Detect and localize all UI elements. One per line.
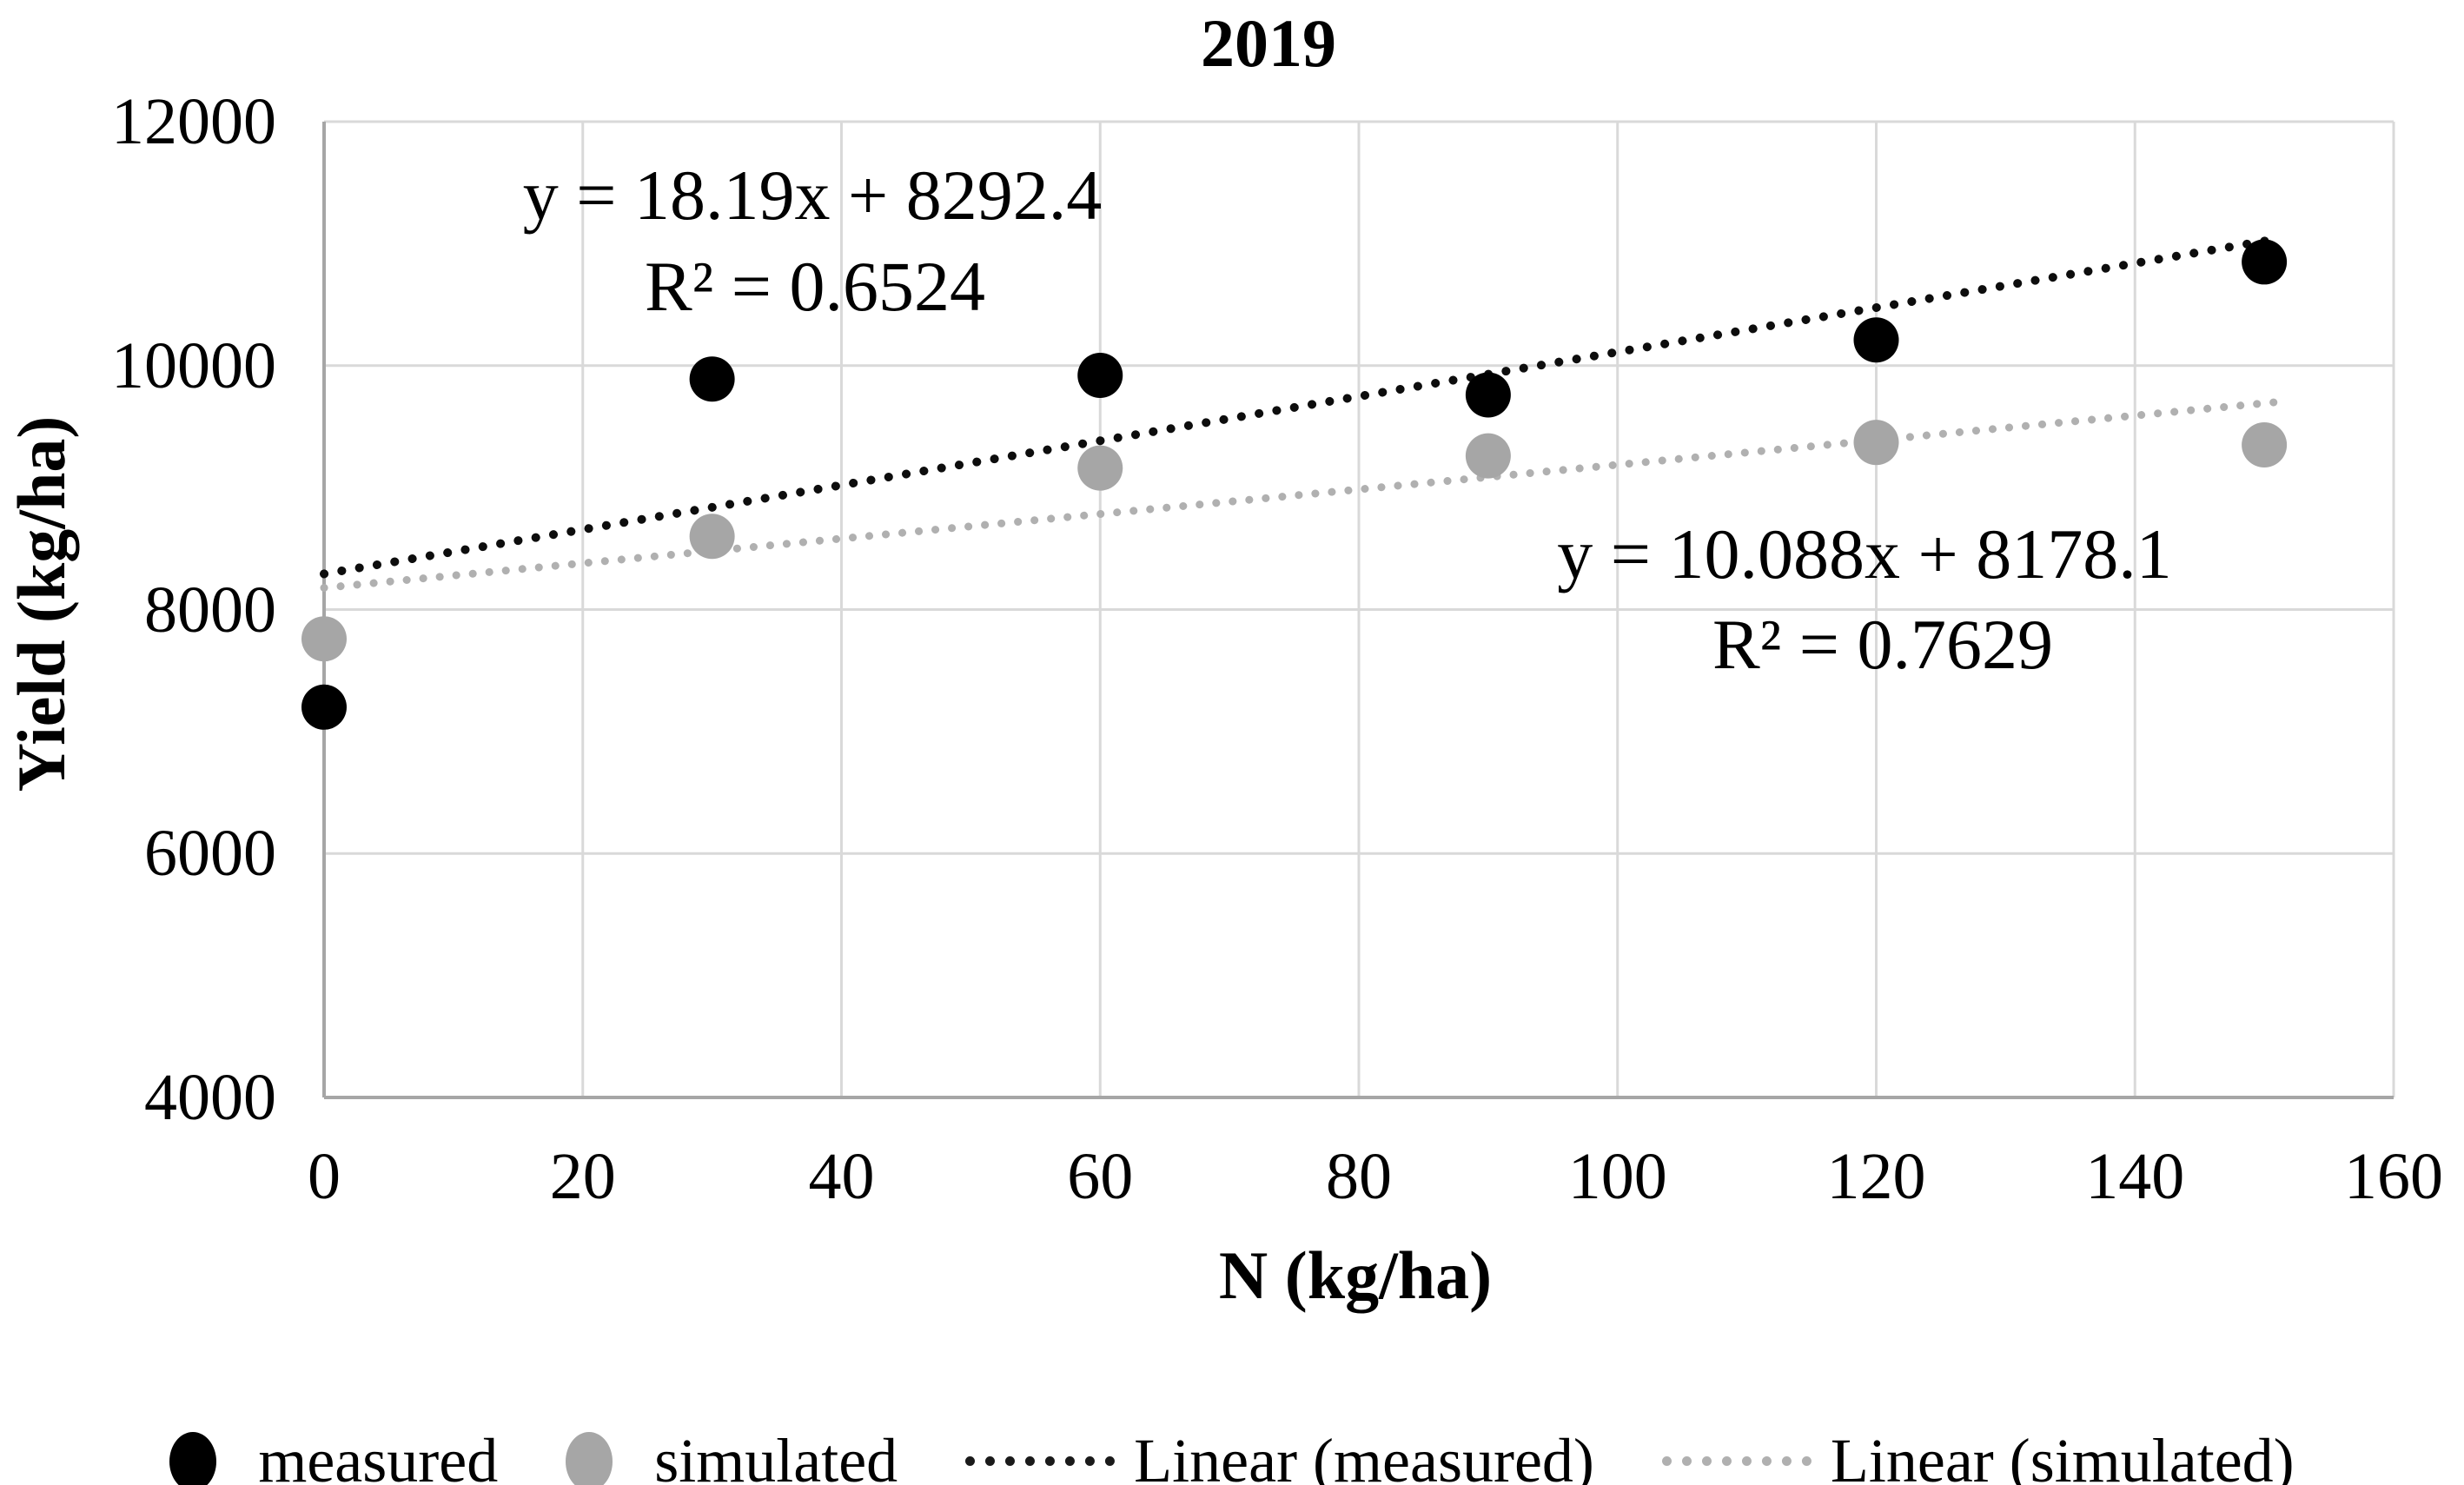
measured-data-point: [1077, 352, 1123, 398]
chart-legend: measured simulated Linear (measured) Linear…: [0, 1425, 2464, 1485]
measured-marker-dot-icon: [169, 1431, 217, 1485]
simulated-data-point: [1077, 445, 1123, 491]
x-tick-label: 60: [1067, 1140, 1134, 1213]
legend-item-label: simulated: [654, 1426, 898, 1485]
y-tick-label: 8000: [144, 573, 276, 646]
x-tick-label: 120: [1826, 1140, 1926, 1213]
x-tick-label: 20: [549, 1140, 616, 1213]
x-tick-label: 0: [308, 1140, 341, 1213]
measured-data-point: [2242, 239, 2288, 285]
legend-item-linear-simulated-: Linear (simulated): [1661, 1425, 2295, 1485]
measured-data-point: [689, 356, 735, 402]
simulated-trendline-equation: y = 10.088x + 8178.1: [1557, 514, 2172, 593]
simulated-data-point: [301, 616, 347, 662]
y-tick-label: 4000: [144, 1061, 276, 1134]
x-tick-label: 80: [1326, 1140, 1392, 1213]
legend-item-label: Linear (simulated): [1830, 1426, 2295, 1485]
x-tick-label: 100: [1567, 1140, 1667, 1213]
Linear (simulated)-marker-dotted-line-icon: [1661, 1456, 1812, 1466]
legend-item-label: Linear (measured): [1134, 1426, 1594, 1485]
simulated-trendline-r2: R² = 0.7629: [1712, 605, 2054, 684]
Linear (measured)-marker-dotted-line-icon: [965, 1456, 1116, 1466]
simulated-marker-dot-icon: [566, 1431, 613, 1485]
measured-trendline-equation: y = 18.19x + 8292.4: [522, 156, 1103, 235]
legend-item-measured: measured: [169, 1425, 498, 1485]
simulated-trendline: [320, 398, 2282, 592]
measured-data-point: [301, 684, 347, 730]
measured-trendline-r2: R² = 0.6524: [644, 247, 986, 326]
y-tick-label: 12000: [111, 85, 276, 158]
simulated-data-point: [689, 514, 735, 560]
measured-data-point: [1465, 372, 1511, 418]
chart-title: 2019: [1201, 5, 1336, 81]
y-tick-label: 10000: [111, 328, 276, 402]
legend-item-simulated: simulated: [566, 1425, 898, 1485]
x-tick-label: 160: [2344, 1140, 2443, 1213]
simulated-data-point: [1853, 420, 1899, 466]
x-tick-label: 40: [808, 1140, 875, 1213]
x-tick-label: 140: [2085, 1140, 2185, 1213]
legend-item-linear-measured-: Linear (measured): [965, 1425, 1594, 1485]
simulated-data-point: [2242, 421, 2288, 467]
legend-item-label: measured: [258, 1426, 499, 1485]
simulated-data-point: [1465, 433, 1511, 479]
y-tick-label: 6000: [144, 817, 276, 891]
x-axis-title: N (kg/ha): [1218, 1237, 1493, 1313]
measured-data-point: [1853, 317, 1899, 363]
